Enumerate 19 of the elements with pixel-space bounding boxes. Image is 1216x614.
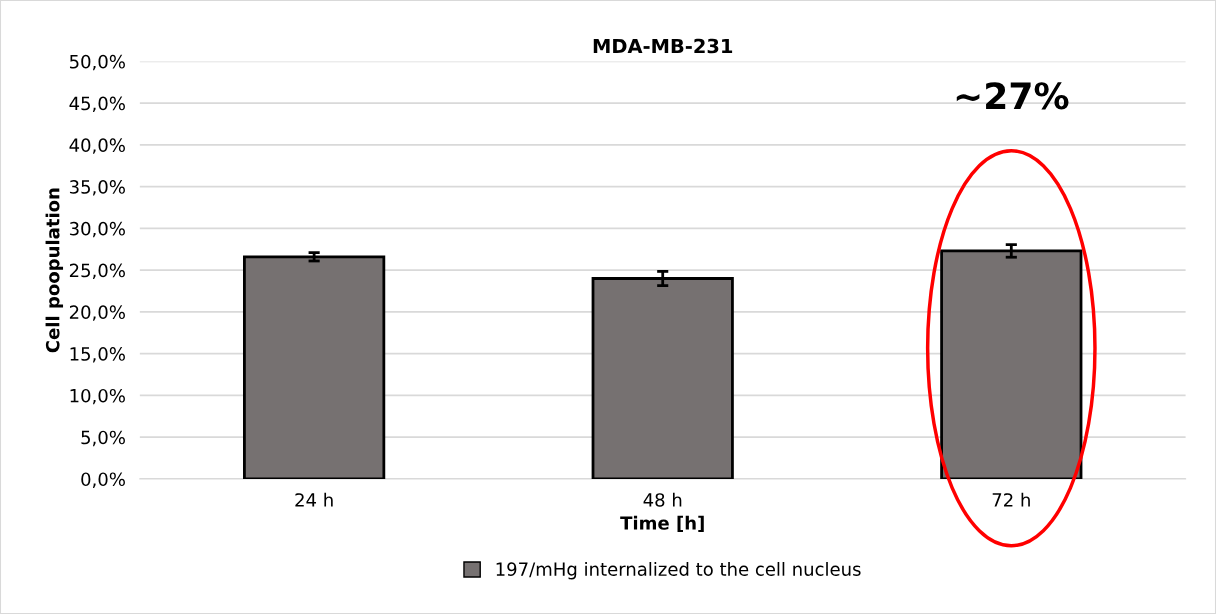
legend-label: 197/mHg internalized to the cell nucleus [496,561,861,580]
y-tick-label: 50,0% [69,54,125,71]
y-tick-label: 35,0% [69,180,125,196]
y-tick-label: 15,0% [70,347,125,363]
y-axis-title: Cell poopulation [45,188,64,353]
y-tick-label: 40,0% [69,138,125,154]
y-tick-label: 0,0% [81,472,125,488]
y-tick-label: 30,0% [69,221,125,238]
x-tick-label: 48 h [643,492,682,507]
y-tick-label: 25,0% [69,263,125,280]
chart-title: MDA-MB-231 [593,38,733,54]
x-tick-label: 72 h [992,492,1030,507]
x-axis-title: Time [h] [620,515,704,532]
y-tick-label: 20,0% [69,305,125,321]
y-tick-label: 45,0% [69,96,125,113]
y-tick-label: 5,0% [81,430,125,447]
y-tick-label: 10,0% [70,388,125,405]
x-tick-label: 24 h [295,492,333,507]
annotation: ~27% [956,82,1069,110]
